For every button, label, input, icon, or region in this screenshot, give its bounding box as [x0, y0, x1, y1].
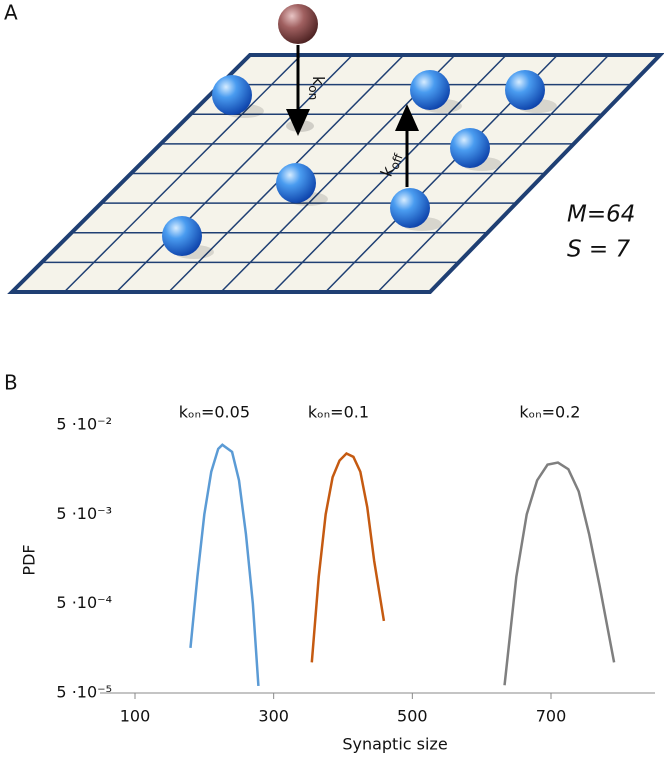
lattice-line — [272, 54, 507, 293]
series-line — [310, 451, 386, 663]
y-tick-label: 5 ·10⁻⁴ — [56, 593, 112, 612]
subscript: off — [387, 151, 406, 171]
receptor — [212, 75, 252, 115]
k-on-label: kon — [307, 76, 329, 100]
x-tick-label: 500 — [397, 707, 428, 726]
y-tick-label: 5 ·10⁻⁵ — [56, 683, 112, 702]
series-label: kₒₙ=0.1 — [308, 403, 369, 422]
shadow — [286, 120, 314, 132]
receptor — [505, 70, 545, 110]
y-tick-label: 5 ·10⁻³ — [56, 504, 112, 523]
receptor — [390, 188, 430, 228]
m-text: M=64 — [567, 202, 635, 228]
incoming-receptor — [278, 4, 318, 44]
x-tick-label: 300 — [258, 707, 289, 726]
receptor — [450, 128, 490, 168]
panel-label: A — [4, 1, 18, 25]
y-axis-label: PDF — [20, 544, 39, 575]
panel-b: B Synaptic size PDF 100 300 500 700 5 ·10⁻⁵ 5… — [4, 371, 655, 754]
x-tick-label: 100 — [120, 707, 151, 726]
panel-a: A kon koff M=64 S = 7 — [4, 1, 664, 294]
x-tick-label: 700 — [536, 707, 567, 726]
y-tick-label: 5 ·10⁻² — [56, 415, 112, 434]
series-label: kₒₙ=0.2 — [519, 403, 580, 422]
series-line — [503, 461, 616, 686]
lattice-line — [377, 54, 610, 293]
receptor — [410, 70, 450, 110]
symbol: k — [310, 76, 329, 86]
receptor — [162, 216, 202, 256]
subscript: on — [307, 85, 321, 100]
k-off-label: koff — [376, 148, 405, 180]
panel-label: B — [4, 371, 18, 395]
series-line — [189, 443, 260, 687]
series-label: kₒₙ=0.05 — [179, 403, 250, 422]
x-axis-label: Synaptic size — [342, 735, 447, 754]
s-text: S = 7 — [567, 237, 630, 263]
receptor — [276, 163, 316, 203]
